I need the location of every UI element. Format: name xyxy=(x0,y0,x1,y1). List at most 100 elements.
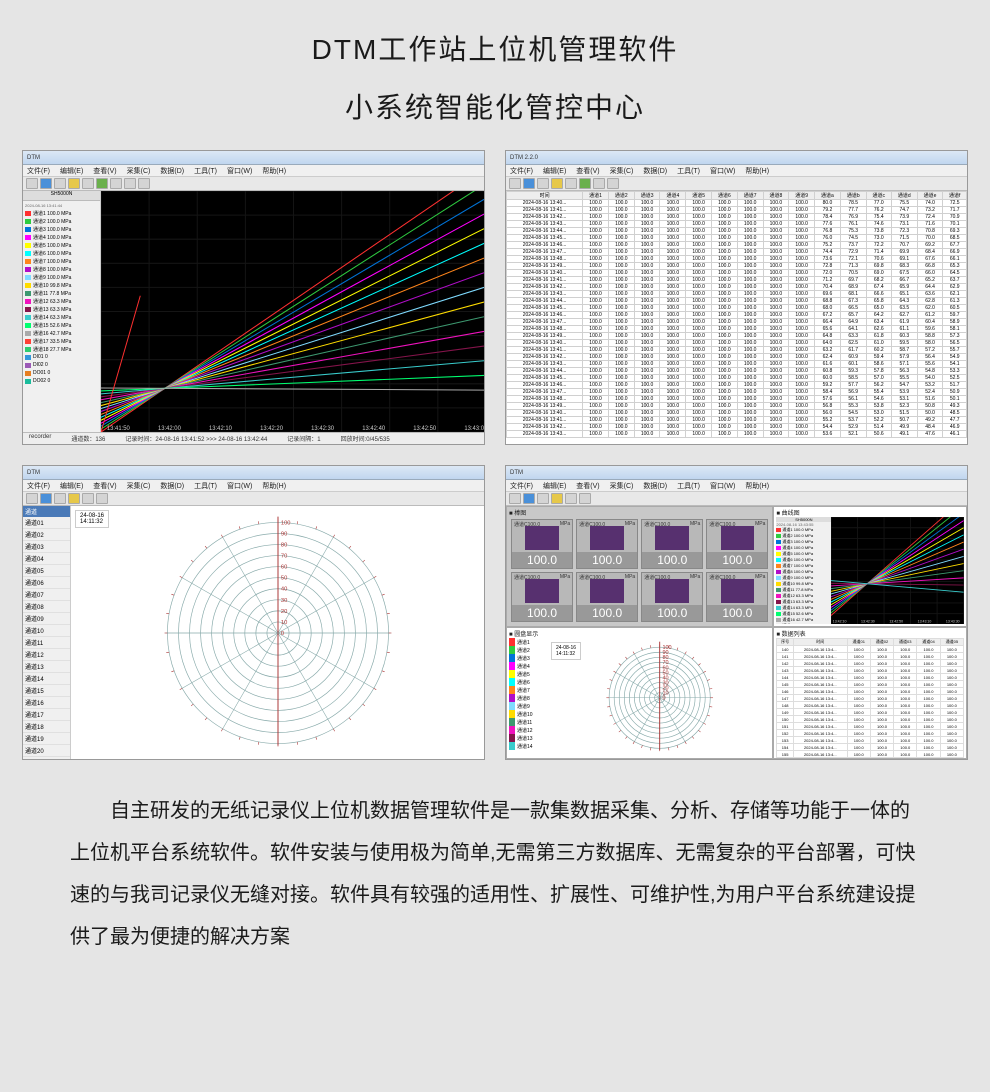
menu-item[interactable]: 编辑(E) xyxy=(543,166,566,175)
legend-row[interactable]: 通道7 100.0 MPa xyxy=(23,257,100,265)
legend-row[interactable]: DO02 0 xyxy=(23,377,100,385)
legend-row[interactable]: DO01 0 xyxy=(23,369,100,377)
legend-row[interactable]: 通道13 63.3 MPa xyxy=(23,305,100,313)
sidebar-item[interactable]: 通道21 xyxy=(23,757,70,760)
menu-item[interactable]: 帮助(H) xyxy=(262,166,286,175)
legend-row[interactable]: 通道11 77.8 MPa xyxy=(23,289,100,297)
menu-item[interactable]: 数据(D) xyxy=(643,166,667,175)
sidebar-item[interactable]: 通道07 xyxy=(23,589,70,601)
screenshot-datatable: DTM 2.2.0 文件(F)编辑(E)查看(V)采集(C)数据(D)工具(T)… xyxy=(505,150,968,445)
legend-row[interactable]: 通道15 52.6 MPa xyxy=(23,321,100,329)
sidebar-item[interactable]: 通道10 xyxy=(23,625,70,637)
polar-chart: 24-08-1614:11:32 0102030405060708090100 xyxy=(71,506,484,759)
menu-item[interactable]: 窗口(W) xyxy=(710,481,735,490)
sidebar-item[interactable]: 通道14 xyxy=(23,673,70,685)
sidebar-item[interactable]: 通道19 xyxy=(23,733,70,745)
menu-item[interactable]: 数据(D) xyxy=(643,481,667,490)
menu-item[interactable]: 文件(F) xyxy=(510,166,533,175)
svg-text:13:42:00: 13:42:00 xyxy=(158,425,181,432)
legend-row[interactable]: 通道6 100.0 MPa xyxy=(23,249,100,257)
legend-row[interactable]: DI01 0 xyxy=(23,353,100,361)
menu-item[interactable]: 采集(C) xyxy=(127,166,151,175)
channel-legend[interactable]: SH5000N 2024-08-16 13:41:44 通道1 100.0 MP… xyxy=(23,191,101,432)
gauge-label: 通道C100.0 xyxy=(579,521,605,528)
legend-row[interactable]: 通道9 100.0 MPa xyxy=(23,273,100,281)
menu-item[interactable]: 窗口(W) xyxy=(227,481,252,490)
legend-row[interactable]: 通道8 100.0 MPa xyxy=(23,265,100,273)
toolbar[interactable] xyxy=(506,492,967,506)
menu-item[interactable]: 编辑(E) xyxy=(543,481,566,490)
menu-item[interactable]: 文件(F) xyxy=(510,481,533,490)
menu-item[interactable]: 工具(T) xyxy=(194,166,217,175)
sidebar-item[interactable]: 通道08 xyxy=(23,601,70,613)
menu-item[interactable]: 数据(D) xyxy=(160,481,184,490)
menubar[interactable]: 文件(F) 编辑(E) 查看(V) 采集(C) 数据(D) 工具(T) 窗口(W) 帮助(H) xyxy=(506,165,967,177)
window-titlebar: DTM xyxy=(23,466,484,480)
legend-row[interactable]: 通道10 99.8 MPa xyxy=(23,281,100,289)
legend-row[interactable]: 通道2 100.0 MPa xyxy=(23,217,100,225)
menu-item[interactable]: 采集(C) xyxy=(610,166,634,175)
sidebar-item[interactable]: 通道04 xyxy=(23,553,70,565)
sidebar-item[interactable]: 通道05 xyxy=(23,565,70,577)
svg-text:13:43:00: 13:43:00 xyxy=(464,425,484,432)
menu-item[interactable]: 查看(V) xyxy=(576,166,599,175)
toolbar[interactable] xyxy=(23,492,484,506)
sidebar-item[interactable]: 通道13 xyxy=(23,661,70,673)
sidebar-item[interactable]: 通道09 xyxy=(23,613,70,625)
menu-item[interactable]: 窗口(W) xyxy=(710,166,735,175)
data-grid[interactable]: 时间通道1通道2通道3通道4通道5通道6通道7通道8通道9通道a通道b通道c通道… xyxy=(506,191,967,444)
timestamp-badge: 24-08-1614:11:32 xyxy=(551,642,581,660)
legend-row: 通道6 xyxy=(507,678,547,686)
toolbar[interactable] xyxy=(23,177,484,191)
legend-row[interactable]: 通道5 100.0 MPa xyxy=(23,241,100,249)
menu-item[interactable]: 文件(F) xyxy=(27,166,50,175)
sidebar-item[interactable]: 通道03 xyxy=(23,541,70,553)
channel-sidebar[interactable]: 通道 通道01通道02通道03通道04通道05通道06通道07通道08通道09通… xyxy=(23,506,71,759)
sidebar-item[interactable]: 通道01 xyxy=(23,517,70,529)
menu-item[interactable]: 查看(V) xyxy=(93,166,116,175)
menu-item[interactable]: 文件(F) xyxy=(27,481,50,490)
quad-bargauges: ■ 棒图 通道C100.0MPa100.0通道C100.0MPa100.0通道C… xyxy=(506,506,773,627)
menu-item[interactable]: 编辑(E) xyxy=(60,166,83,175)
menu-item[interactable]: 帮助(H) xyxy=(262,481,286,490)
sidebar-item[interactable]: 通道12 xyxy=(23,649,70,661)
menu-item[interactable]: 帮助(H) xyxy=(745,166,769,175)
sidebar-item[interactable]: 通道06 xyxy=(23,577,70,589)
sidebar-item[interactable]: 通道15 xyxy=(23,685,70,697)
legend-row[interactable]: 通道16 42.7 MPa xyxy=(23,329,100,337)
sidebar-item[interactable]: 通道20 xyxy=(23,745,70,757)
legend-row[interactable]: DI02 0 xyxy=(23,361,100,369)
legend-row[interactable]: 通道12 63.3 MPa xyxy=(23,297,100,305)
menu-item[interactable]: 采集(C) xyxy=(610,481,634,490)
sidebar-item[interactable]: 通道16 xyxy=(23,697,70,709)
menu-item[interactable]: 数据(D) xyxy=(160,166,184,175)
menu-item[interactable]: 工具(T) xyxy=(194,481,217,490)
legend-row[interactable]: 通道14 63.3 MPa xyxy=(23,313,100,321)
legend-row[interactable]: 通道1 100.0 MPa xyxy=(23,209,100,217)
curve-plot: 13:42:1013:42:3013:42:5013:43:1013:43:30 xyxy=(831,517,964,624)
menu-item[interactable]: 帮助(H) xyxy=(745,481,769,490)
sidebar-item[interactable]: 通道18 xyxy=(23,721,70,733)
menubar[interactable]: 文件(F) 编辑(E) 查看(V) 采集(C) 数据(D) 工具(T) 窗口(W) 帮助(H) xyxy=(23,480,484,492)
menubar[interactable]: 文件(F) 编辑(E) 查看(V) 采集(C) 数据(D) 工具(T) 窗口(W) 帮助(H) xyxy=(506,480,967,492)
menu-item[interactable]: 查看(V) xyxy=(576,481,599,490)
menu-item[interactable]: 工具(T) xyxy=(677,166,700,175)
menu-item[interactable]: 工具(T) xyxy=(677,481,700,490)
sidebar-tab[interactable]: 通道 xyxy=(23,506,70,517)
menu-item[interactable]: 查看(V) xyxy=(93,481,116,490)
menu-item[interactable]: 采集(C) xyxy=(127,481,151,490)
legend-row[interactable]: 通道4 100.0 MPa xyxy=(23,233,100,241)
page-title-1: DTM工作站上位机管理软件 xyxy=(0,28,990,68)
toolbar[interactable] xyxy=(506,177,967,191)
gauge-label: 通道C100.0 xyxy=(644,574,670,581)
legend-row[interactable]: 通道3 100.0 MPa xyxy=(23,225,100,233)
menu-item[interactable]: 编辑(E) xyxy=(60,481,83,490)
legend-row[interactable]: 通道17 33.5 MPa xyxy=(23,337,100,345)
mini-table[interactable]: 序号时间通道01通道02通道03通道04通道051402024-08-16 13… xyxy=(776,638,964,758)
menu-item[interactable]: 窗口(W) xyxy=(227,166,252,175)
sidebar-item[interactable]: 通道17 xyxy=(23,709,70,721)
menubar[interactable]: 文件(F) 编辑(E) 查看(V) 采集(C) 数据(D) 工具(T) 窗口(W) 帮助(H) xyxy=(23,165,484,177)
legend-row[interactable]: 通道18 27.7 MPa xyxy=(23,345,100,353)
sidebar-item[interactable]: 通道11 xyxy=(23,637,70,649)
sidebar-item[interactable]: 通道02 xyxy=(23,529,70,541)
